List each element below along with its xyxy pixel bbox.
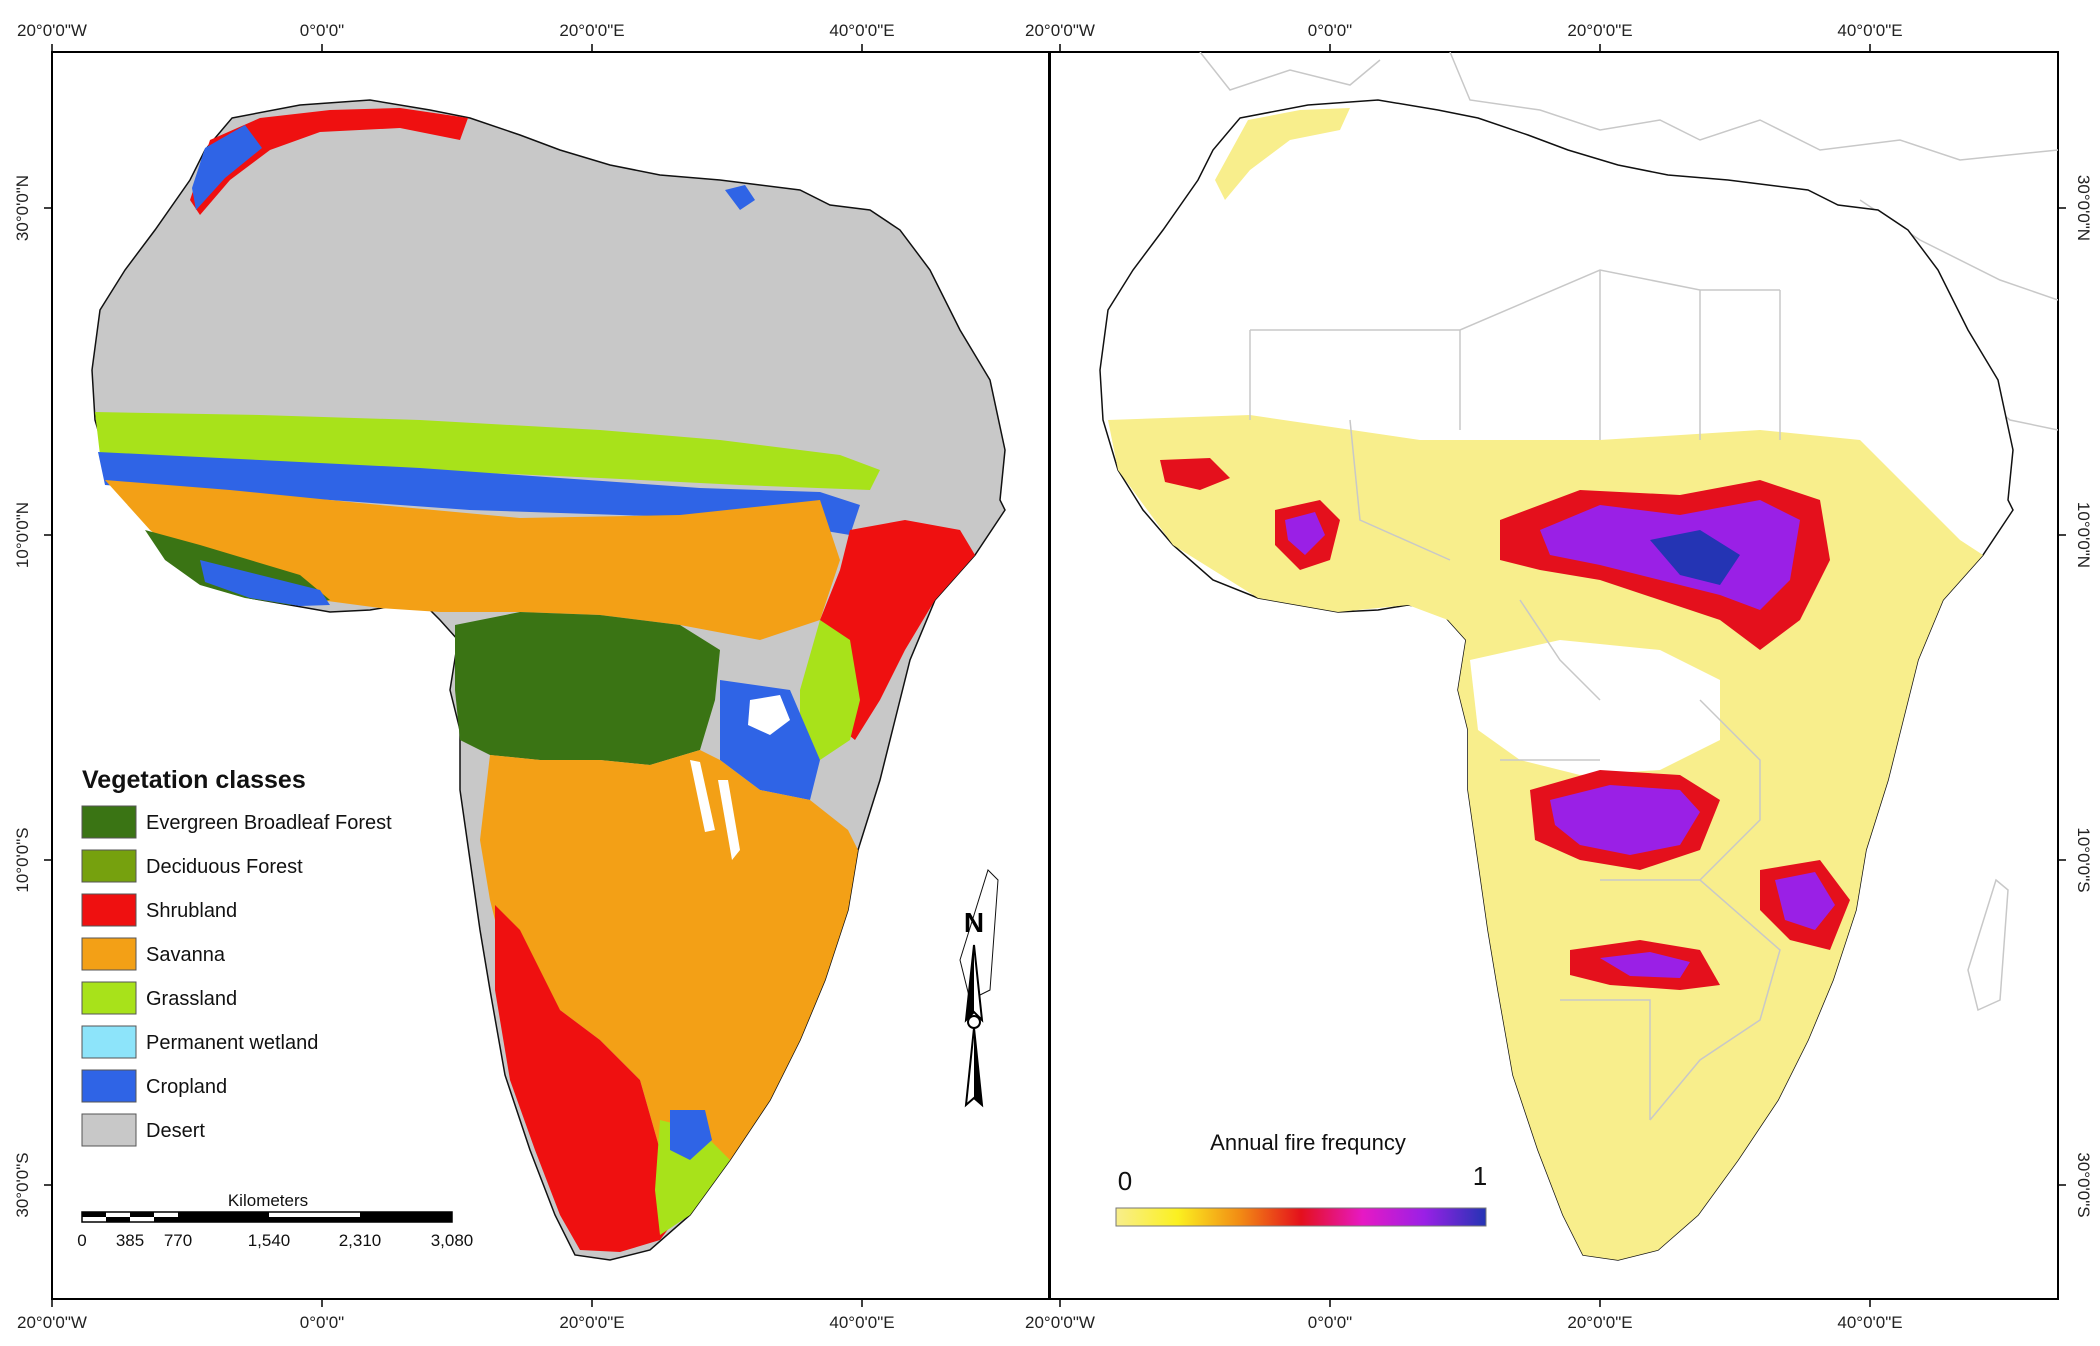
vegetation-map: 20°0'0"W 0°0'0" 20°0'0"E 40°0'0"E 20°0'0"W 0… xyxy=(13,21,1050,1332)
lat-tick-label: 10°0'0"N xyxy=(13,502,32,568)
fire-frequency-map: 20°0'0"W 0°0'0" 20°0'0"E 40°0'0"E 20°0'0"W 0… xyxy=(1025,21,2093,1332)
sahel-west-hotspot xyxy=(1160,458,1230,490)
congo-forest xyxy=(455,612,720,765)
nile-cropland xyxy=(725,185,755,210)
scale-tick: 1,540 xyxy=(248,1231,291,1250)
lon-tick-label: 0°0'0" xyxy=(300,21,344,40)
east-cropland xyxy=(720,680,820,800)
right-top-ticks: 20°0'0"W 0°0'0" 20°0'0"E 40°0'0"E xyxy=(1025,21,1903,52)
scale-tick: 0 xyxy=(77,1231,86,1250)
colorbar-min-label: 0 xyxy=(1118,1166,1132,1196)
lon-tick-label: 20°0'0"E xyxy=(1567,1313,1632,1332)
legend-label: Desert xyxy=(146,1120,205,1142)
southwest-shrubland xyxy=(495,905,690,1252)
west-hotspot-core xyxy=(1285,512,1325,555)
scale-title: Kilometers xyxy=(228,1191,308,1210)
lon-tick-label: 20°0'0"E xyxy=(559,1313,624,1332)
lat-tick-label: 10°0'0"S xyxy=(13,827,32,892)
legend-swatch xyxy=(81,981,137,1015)
legend-swatch xyxy=(81,937,137,971)
north-arrow: N xyxy=(964,907,984,1108)
southeast-hotspot-core xyxy=(1775,872,1835,930)
lon-tick-label: 20°0'0"E xyxy=(1567,21,1632,40)
legend-swatch xyxy=(81,1113,137,1147)
legend-title: Vegetation classes xyxy=(82,766,306,794)
legend-label: Savanna xyxy=(146,944,226,966)
legend-label: Shrubland xyxy=(146,900,237,922)
colorbar-title: Annual fire frequncy xyxy=(1210,1130,1406,1155)
sahel-grassland xyxy=(95,412,880,490)
legend-swatch xyxy=(81,1069,137,1103)
north-coast-shrubland xyxy=(190,108,468,215)
vegetation-legend: Vegetation classes Evergreen Broadleaf F… xyxy=(81,766,392,1147)
zambia-hotspot-core xyxy=(1600,952,1690,978)
lat-tick-label: 30°0'0"S xyxy=(13,1152,32,1217)
fire-colorbar: Annual fire frequncy 0 1 xyxy=(1115,1130,1487,1227)
lon-tick-label: 40°0'0"E xyxy=(1837,1313,1902,1332)
colorbar-max-label: 1 xyxy=(1473,1161,1487,1191)
lon-tick-label: 20°0'0"W xyxy=(17,21,87,40)
left-side-ticks: 30°0'0"N 10°0'0"N 10°0'0"S 30°0'0"S xyxy=(13,175,52,1218)
horn-grassland xyxy=(800,620,860,760)
scale-bar: Kilometers 0 385 770 1,540 2,310 3,080 xyxy=(77,1191,473,1250)
south-cropland xyxy=(670,1110,712,1160)
lon-tick-label: 0°0'0" xyxy=(1308,1313,1352,1332)
scale-tick: 3,080 xyxy=(431,1231,474,1250)
country-borders xyxy=(1249,269,1781,1121)
legend-swatch xyxy=(81,849,137,883)
scale-tick: 2,310 xyxy=(339,1231,382,1250)
right-bottom-ticks: 20°0'0"W 0°0'0" 20°0'0"E 40°0'0"E xyxy=(1025,1299,1903,1332)
lon-tick-label: 20°0'0"W xyxy=(1025,21,1095,40)
lon-tick-label: 20°0'0"W xyxy=(17,1313,87,1332)
lon-tick-label: 0°0'0" xyxy=(1308,21,1352,40)
madagascar-right xyxy=(1967,878,2009,1012)
lon-tick-label: 20°0'0"E xyxy=(559,21,624,40)
west-savanna xyxy=(105,480,840,640)
congo-no-fire xyxy=(1470,640,1720,775)
colorbar-ramp xyxy=(1115,1207,1487,1227)
west-cropland-strip xyxy=(200,560,330,606)
right-side-ticks: 30°0'0"N 10°0'0"N 10°0'0"S 30°0'0"S xyxy=(2058,175,2093,1218)
lon-tick-label: 40°0'0"E xyxy=(829,21,894,40)
scale-tick-labels: 0 385 770 1,540 2,310 3,080 xyxy=(77,1231,473,1250)
lake-malawi xyxy=(718,780,740,860)
legend-label: Grassland xyxy=(146,988,237,1010)
north-coast-low-fire xyxy=(1215,108,1350,200)
lake-tanganyika xyxy=(690,760,715,832)
lat-tick-label: 10°0'0"N xyxy=(2074,502,2093,568)
left-top-ticks: 20°0'0"W 0°0'0" 20°0'0"E 40°0'0"E xyxy=(17,21,895,52)
lat-tick-label: 30°0'0"N xyxy=(13,175,32,241)
south-savanna xyxy=(480,750,858,1200)
vegetation-map-body xyxy=(91,99,1006,1261)
fire-map-body xyxy=(1099,52,2058,1261)
legend-swatch xyxy=(81,1025,137,1059)
north-label: N xyxy=(964,907,984,938)
scale-tick: 770 xyxy=(164,1231,192,1250)
lon-tick-label: 40°0'0"E xyxy=(829,1313,894,1332)
legend-label: Deciduous Forest xyxy=(146,856,303,878)
legend-swatch xyxy=(81,805,137,839)
scale-tick: 385 xyxy=(116,1231,144,1250)
lon-tick-label: 0°0'0" xyxy=(300,1313,344,1332)
lon-tick-label: 20°0'0"W xyxy=(1025,1313,1095,1332)
legend-label: Evergreen Broadleaf Forest xyxy=(146,812,392,834)
legend-swatch xyxy=(81,893,137,927)
south-hotspot-core xyxy=(1550,785,1700,855)
lake-victoria xyxy=(748,695,790,735)
central-hotspot-dense xyxy=(1650,530,1740,585)
north-coast-cropland xyxy=(192,125,262,210)
lat-tick-label: 30°0'0"N xyxy=(2074,175,2093,241)
legend-items: Evergreen Broadleaf Forest Deciduous Fore… xyxy=(81,805,392,1147)
legend-label: Permanent wetland xyxy=(146,1032,318,1054)
sahel-cropland xyxy=(98,452,860,535)
lon-tick-label: 40°0'0"E xyxy=(1837,21,1902,40)
left-bottom-ticks: 20°0'0"W 0°0'0" 20°0'0"E 40°0'0"E xyxy=(17,1299,895,1332)
europe-outline xyxy=(1199,52,2058,161)
legend-label: Cropland xyxy=(146,1076,227,1098)
lat-tick-label: 10°0'0"S xyxy=(2074,827,2093,892)
lat-tick-label: 30°0'0"S xyxy=(2074,1152,2093,1217)
